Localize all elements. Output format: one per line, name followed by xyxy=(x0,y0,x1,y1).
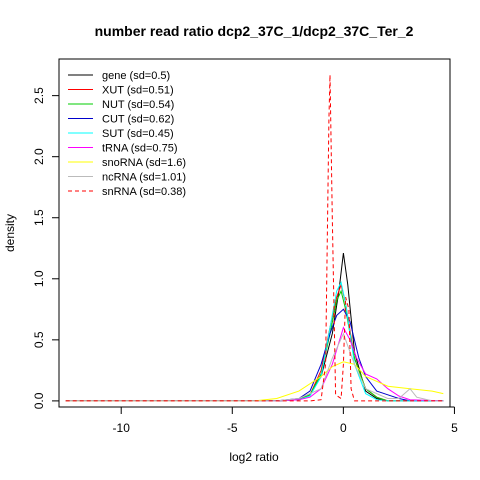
x-tick-label-0: -10 xyxy=(113,421,131,435)
legend-label-8: snRNA (sd=0.38) xyxy=(102,186,186,198)
y-tick-label-5: 2.5 xyxy=(32,87,46,104)
legend-label-5: tRNA (sd=0.75) xyxy=(102,143,178,155)
series-line-5 xyxy=(65,326,444,402)
series-line-0 xyxy=(65,253,444,402)
legend-label-3: CUT (sd=0.62) xyxy=(102,114,174,126)
series-line-8 xyxy=(65,74,444,402)
series-layer xyxy=(65,74,444,402)
series-line-7 xyxy=(65,332,444,402)
y-tick-label-1: 0.5 xyxy=(32,331,46,348)
x-tick-label-2: 0 xyxy=(340,421,347,435)
x-axis: -10 -5 0 5 xyxy=(113,406,458,435)
legend-label-0: gene (sd=0.5) xyxy=(102,70,170,82)
y-tick-label-4: 2.0 xyxy=(32,148,46,165)
y-tick-label-0: 0.0 xyxy=(32,392,46,409)
series-line-4 xyxy=(65,281,444,402)
plot-frame xyxy=(58,58,451,408)
y-axis-label: density xyxy=(3,214,17,252)
y-tick-label-3: 1.5 xyxy=(32,209,46,226)
y-axis: 0.0 0.5 1.0 1.5 2.0 2.5 xyxy=(32,87,60,409)
chart-title: number read ratio dcp2_37C_1/dcp2_37C_Te… xyxy=(95,23,414,39)
legend-label-6: snoRNA (sd=1.6) xyxy=(102,157,186,169)
legend-label-7: ncRNA (sd=1.01) xyxy=(102,172,186,184)
x-tick-label-1: -5 xyxy=(227,421,238,435)
series-line-2 xyxy=(65,289,444,402)
legend-label-2: NUT (sd=0.54) xyxy=(102,99,174,111)
legend-label-1: XUT (sd=0.51) xyxy=(102,85,174,97)
legend: gene (sd=0.5) XUT (sd=0.51) NUT (sd=0.54) C… xyxy=(68,70,186,198)
x-axis-label: log2 ratio xyxy=(229,450,279,464)
series-line-1 xyxy=(65,283,444,402)
x-tick-label-3: 5 xyxy=(451,421,458,435)
series-line-3 xyxy=(65,308,444,402)
series-line-6 xyxy=(65,361,444,402)
legend-label-4: SUT (sd=0.45) xyxy=(102,128,174,140)
y-tick-label-2: 1.0 xyxy=(32,270,46,287)
